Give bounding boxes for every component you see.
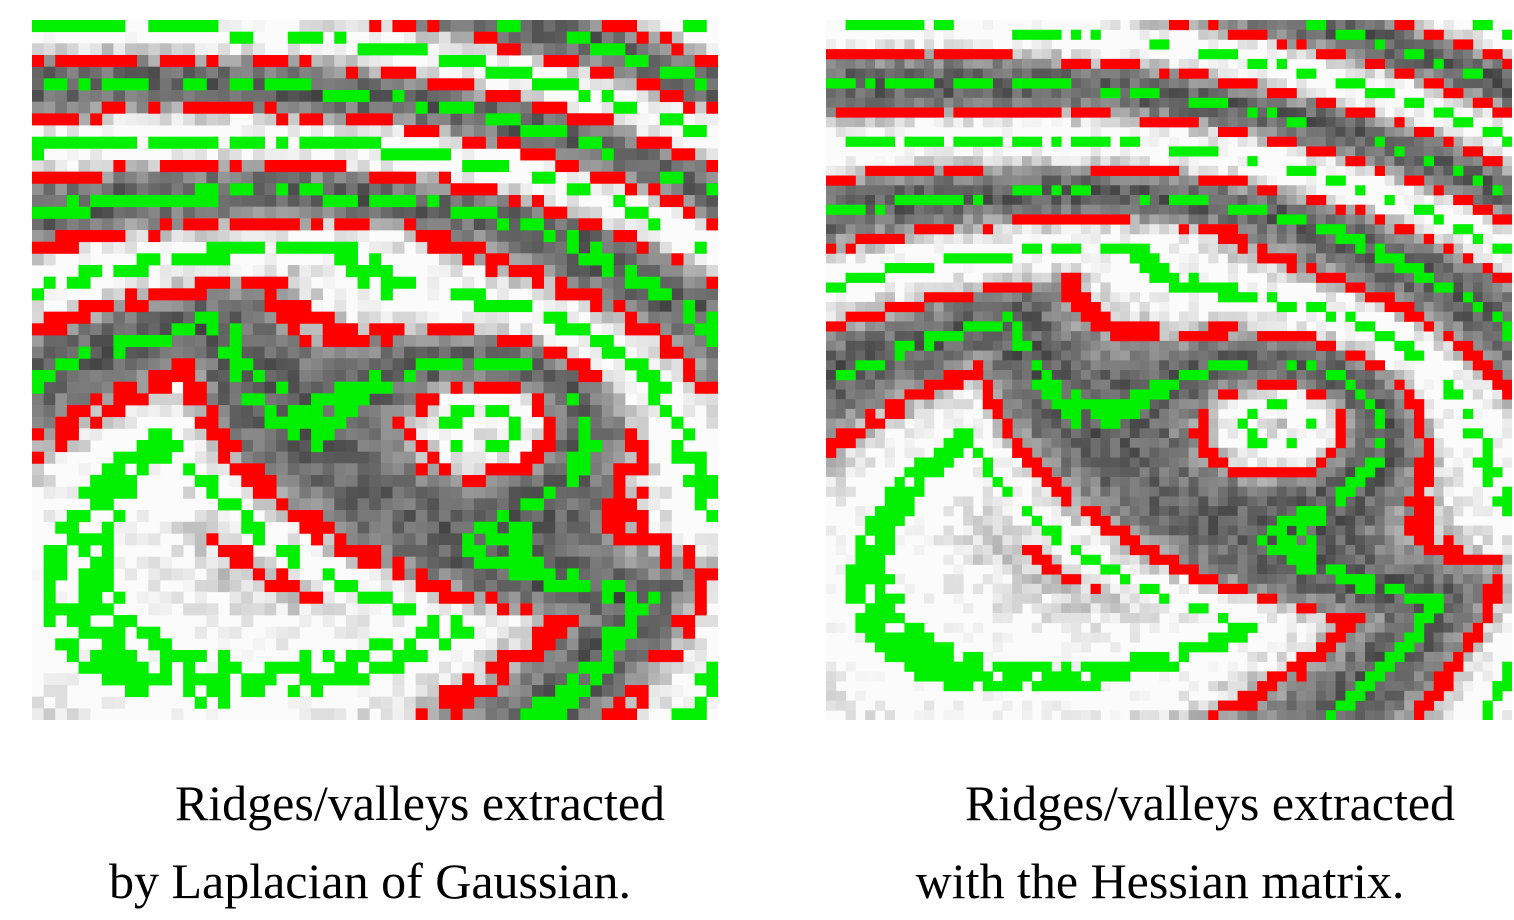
- valley-markers: [32, 20, 718, 720]
- caption-hessian-line2: with the Hessian matrix.: [915, 853, 1405, 909]
- fingerprint-overlay-hessian: [826, 20, 1512, 720]
- caption-laplacian-line1: Ridges/valleys extracted: [174, 775, 666, 831]
- ridge-markers: [32, 20, 718, 720]
- valley-markers: [826, 20, 1512, 720]
- caption-hessian-line1: Ridges/valleys extracted: [964, 775, 1456, 831]
- fingerprint-image-laplacian: [32, 20, 718, 720]
- caption-laplacian-line2: by Laplacian of Gaussian.: [108, 853, 632, 909]
- ridge-markers: [826, 20, 1512, 720]
- caption-hessian: Ridges/valleys extracted with the Hessia…: [820, 764, 1514, 920]
- fingerprint-image-hessian: [826, 20, 1512, 720]
- caption-laplacian: Ridges/valleys extracted by Laplacian of…: [30, 764, 730, 920]
- fingerprint-overlay-laplacian: [32, 20, 718, 720]
